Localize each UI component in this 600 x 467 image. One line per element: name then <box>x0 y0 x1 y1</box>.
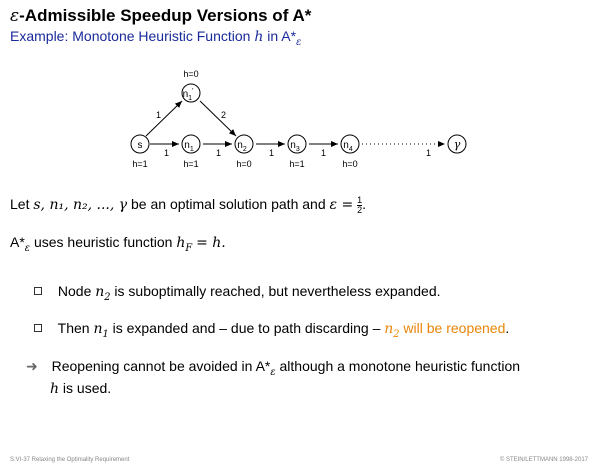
node-n4-label: n4 <box>343 140 353 153</box>
para2-hfsub: F <box>185 242 193 254</box>
bullet2-var2: n <box>384 321 394 337</box>
bullet1-text: is suboptimally reached, but nevertheles… <box>114 283 441 299</box>
node-s: s <box>130 134 150 154</box>
right-arrow-icon: ➜ <box>26 358 38 374</box>
slide-subtitle: Example: Monotone Heuristic Function h i… <box>10 28 301 48</box>
h-value-n4: h=0 <box>342 159 357 169</box>
bullet1-prefix: Node <box>57 283 92 299</box>
subtitle-prefix: Example: Monotone Heuristic Function <box>10 28 251 44</box>
fraction: 1 2 <box>357 195 363 215</box>
subtitle-sub: ε <box>296 36 302 48</box>
heuristic-statement: A*ε uses heuristic function hF = h. <box>10 234 226 254</box>
h-value-n1: h=1 <box>183 159 198 169</box>
edge-s-n1p <box>145 100 183 137</box>
bullet2-prefix: Then <box>57 320 90 336</box>
h-value-n1-prime: h=0 <box>183 69 198 79</box>
cost-n1-n2: 1 <box>216 148 221 158</box>
optimal-path-statement: Let s, n₁, n₂, ..., γ be an optimal solu… <box>10 196 366 215</box>
subtitle-h: h <box>254 29 264 45</box>
para2-eq: = h. <box>196 235 226 251</box>
h-value-n2: h=0 <box>236 159 251 169</box>
para1-end: . <box>362 196 366 213</box>
conclusion: ➜ Reopening cannot be avoided in A*ε alt… <box>26 358 586 397</box>
cost-n3-n4: 1 <box>321 148 326 158</box>
fraction-num: 1 <box>357 195 363 206</box>
bullet2-end: . <box>505 320 510 336</box>
bullet2-reopened: will be reopened <box>403 320 506 336</box>
square-bullet-icon <box>34 287 42 295</box>
bullet2-sub: 1 <box>102 328 109 340</box>
conclusion-line2: is used. <box>62 379 112 396</box>
conclusion-line1a: Reopening cannot be avoided in A* <box>51 358 271 374</box>
node-n3-label: n3 <box>290 140 300 153</box>
node-n2: n2 <box>234 134 254 154</box>
conclusion-h: h <box>50 380 60 397</box>
h-value-s: h=1 <box>132 159 147 169</box>
para1-middle: be an optimal solution path and <box>131 196 326 213</box>
node-gamma-label: γ <box>454 138 461 151</box>
conclusion-sub: ε <box>270 366 276 378</box>
node-n3: n3 <box>287 134 307 154</box>
para1-path: s, n₁, n₂, ..., γ <box>33 197 128 214</box>
node-n1-prime: n1' <box>181 83 201 103</box>
bullet-node-n2: Node n2 is suboptimally reached, but nev… <box>34 283 441 303</box>
bullet2-text: is expanded and – due to path discarding… <box>112 320 381 336</box>
fraction-den: 2 <box>357 205 363 215</box>
square-bullet-icon <box>34 324 42 332</box>
epsilon-symbol: ε <box>10 6 20 26</box>
footer-left: S:VI-37 Relaxing the Optimality Requirem… <box>10 457 130 463</box>
bullet1-var: n <box>95 284 105 300</box>
title-text: -Admissible Speedup Versions of A* <box>19 6 312 25</box>
cost-s-n1p: 1 <box>156 110 161 120</box>
search-graph-diagram: 1 2 1 1 1 1 1 s n1 n2 n3 n4 γ n1' h=1 h=… <box>130 69 467 169</box>
node-gamma: γ <box>447 134 467 154</box>
subtitle-in: in A* <box>267 28 297 44</box>
slide-title: ε-Admissible Speedup Versions of A* <box>10 6 311 26</box>
node-n1-label: n1 <box>184 140 194 153</box>
node-n1p-label: n1' <box>183 88 194 102</box>
node-n1: n1 <box>181 134 201 154</box>
h-value-n3: h=1 <box>289 159 304 169</box>
bullet-then-n1: Then n1 is expanded and – due to path di… <box>34 320 509 340</box>
para2-hf: h <box>176 235 186 251</box>
bullet2-sub2: 2 <box>393 328 400 340</box>
node-s-label: s <box>138 140 143 151</box>
cost-s-n1: 1 <box>164 148 169 158</box>
node-n2-label: n2 <box>237 140 247 153</box>
para2-astar: A* <box>10 234 25 250</box>
edge-n1p-n2 <box>199 100 237 137</box>
conclusion-line1b: although a monotone heuristic function <box>279 358 521 374</box>
bullet2-var: n <box>93 321 103 337</box>
para1-prefix: Let <box>10 196 30 213</box>
para2-sub: ε <box>24 242 31 254</box>
para1-eps: ε = <box>329 197 354 214</box>
node-n4: n4 <box>340 134 360 154</box>
bullet1-sub: 2 <box>104 291 111 303</box>
para2-middle: uses heuristic function <box>33 234 173 250</box>
cost-n1p-n2: 2 <box>221 110 226 120</box>
footer-right: © STEIN/LETTMANN 1998-2017 <box>499 457 588 463</box>
cost-n2-n3: 1 <box>269 148 274 158</box>
cost-n4-gamma: 1 <box>426 148 431 158</box>
